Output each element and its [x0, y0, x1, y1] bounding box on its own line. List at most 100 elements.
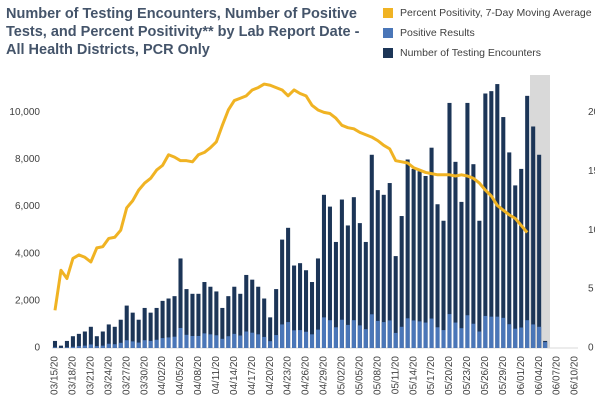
bar — [100, 331, 105, 348]
bar — [232, 333, 237, 348]
bar — [82, 331, 87, 348]
bar — [106, 343, 111, 348]
bar — [238, 293, 243, 348]
x-tick-label: 06/01/20 — [516, 356, 527, 395]
legend-label: Number of Testing Encounters — [400, 47, 541, 59]
bar — [304, 270, 309, 348]
bar — [268, 341, 273, 348]
bar — [226, 336, 231, 348]
bar — [280, 324, 285, 348]
bar — [327, 320, 332, 348]
bar — [286, 227, 291, 348]
bar — [489, 91, 494, 348]
x-tick-label: 04/23/20 — [283, 356, 294, 395]
bar — [274, 335, 279, 348]
x-tick-label: 06/07/20 — [552, 356, 563, 395]
bar — [142, 307, 147, 348]
chart-title: Number of Testing Encounters, Number of … — [6, 6, 357, 22]
bar — [321, 317, 326, 348]
x-tick-label: 04/05/20 — [175, 356, 186, 395]
bar — [375, 190, 380, 348]
bar — [381, 194, 386, 348]
line — [53, 82, 529, 311]
bar — [447, 102, 452, 348]
bar — [399, 326, 404, 348]
bar — [429, 147, 434, 348]
bar — [501, 117, 506, 348]
bar — [519, 327, 524, 348]
bar — [256, 286, 261, 348]
x-tick-label: 03/21/20 — [85, 356, 96, 395]
bar — [130, 341, 135, 348]
bar — [142, 340, 147, 348]
bar — [166, 298, 171, 348]
y-tick-label: 2,000 — [15, 296, 40, 307]
bar — [525, 95, 530, 348]
x-tick-label: 05/08/20 — [372, 356, 383, 395]
bar — [309, 282, 315, 348]
bar — [495, 316, 500, 348]
bar — [501, 317, 506, 348]
bar — [315, 258, 321, 348]
x-tick-label: 03/27/20 — [121, 356, 132, 395]
bar — [369, 154, 374, 348]
bar — [190, 293, 195, 348]
bar — [94, 346, 99, 348]
x-tick-label: 04/08/20 — [193, 356, 204, 395]
chart-title: Tests, and Percent Positivity** by Lab R… — [6, 24, 360, 40]
bar — [76, 346, 81, 348]
legend-label: Positive Results — [400, 27, 475, 39]
bar — [202, 282, 207, 348]
bar — [423, 175, 428, 348]
bar — [112, 344, 117, 348]
x-tick-label: 05/14/20 — [408, 356, 419, 395]
bar — [477, 331, 482, 348]
legend-label: Percent Positivity, 7-Day Moving Average — [400, 7, 592, 19]
bar — [351, 197, 356, 348]
bar — [447, 314, 452, 348]
bar — [172, 336, 177, 348]
x-tick-label: 03/15/20 — [50, 356, 61, 395]
bar — [339, 319, 344, 348]
bar — [154, 307, 159, 348]
x-tick-label: 03/24/20 — [103, 356, 114, 395]
bar — [196, 293, 201, 348]
bar — [405, 159, 410, 348]
x-tick-label: 04/02/20 — [157, 356, 168, 395]
bar — [154, 339, 159, 348]
y-tick-label: 8,000 — [15, 154, 40, 165]
x-tick-label: 03/18/20 — [68, 356, 79, 395]
bar — [483, 93, 488, 348]
bar — [196, 335, 201, 348]
bar — [298, 263, 303, 348]
x-tick-label: 05/23/20 — [462, 356, 473, 395]
bar — [304, 331, 309, 348]
bar — [471, 164, 476, 348]
bar — [453, 322, 458, 348]
bar — [399, 216, 404, 348]
bar — [274, 289, 279, 348]
bar — [525, 320, 530, 348]
y2-tick-label: 0 — [588, 343, 594, 354]
bar — [160, 300, 165, 348]
bar — [70, 336, 75, 348]
x-tick-label: 05/05/20 — [354, 356, 365, 395]
bar — [345, 324, 350, 348]
bar — [537, 154, 542, 348]
y2-tick-label: 20 — [588, 107, 595, 118]
x-tick-label: 05/26/20 — [480, 356, 491, 395]
bar — [52, 347, 58, 348]
bar — [345, 225, 350, 348]
bar — [483, 315, 488, 348]
bar — [477, 220, 482, 348]
x-tick-label: 05/17/20 — [426, 356, 437, 395]
bar — [327, 206, 332, 348]
bar — [220, 338, 225, 348]
bar — [471, 323, 476, 348]
bar — [387, 320, 392, 348]
bar — [262, 336, 267, 348]
bar — [363, 329, 368, 348]
bar — [339, 199, 344, 348]
bar — [298, 330, 303, 348]
y-tick-label: 10,000 — [9, 107, 40, 118]
